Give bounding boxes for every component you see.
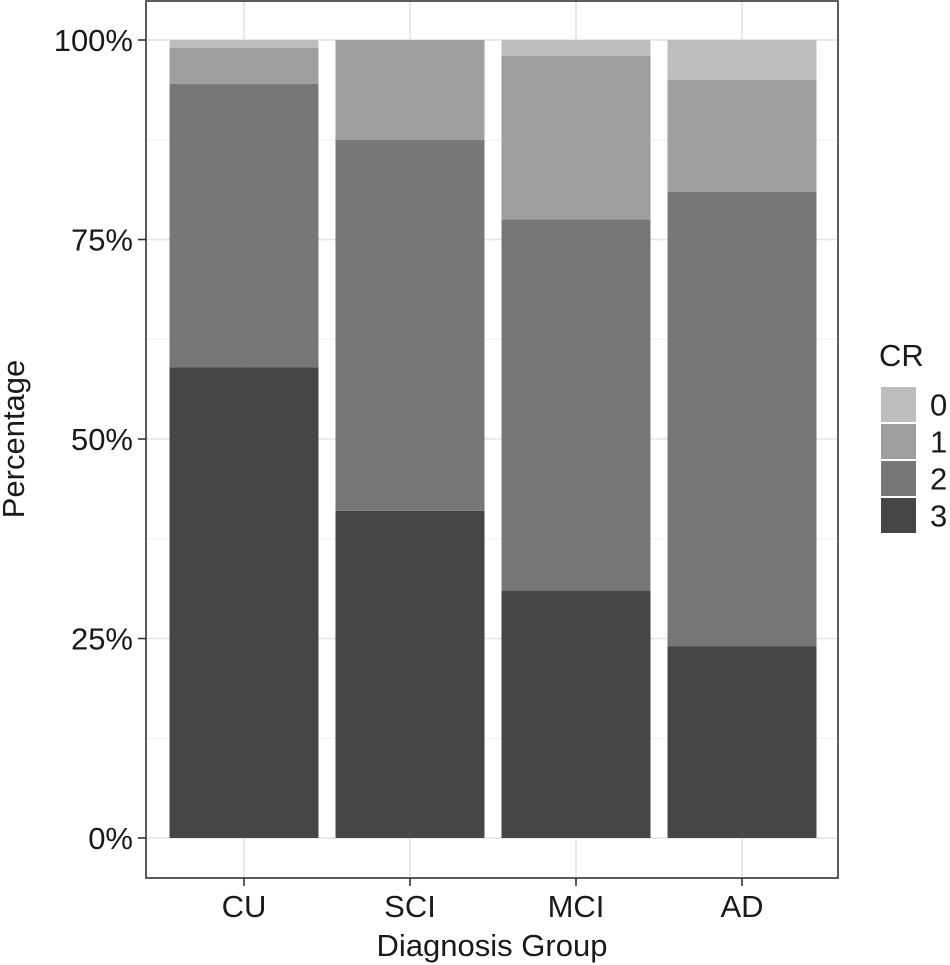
x-tick-label: SCI (384, 889, 436, 924)
legend-title: CR (879, 338, 924, 373)
bar-mci-cr-2 (501, 219, 651, 591)
bars (169, 40, 817, 838)
bar-cu-cr-3 (169, 367, 319, 838)
x-tick-label: CU (222, 889, 267, 924)
bar-mci-cr-3 (501, 590, 651, 838)
y-tick-label: 75% (71, 223, 133, 258)
bar-sci-cr-1 (335, 40, 485, 140)
bar-ad-cr-2 (667, 191, 817, 647)
legend-key-3 (881, 498, 916, 533)
bar-cu-cr-1 (169, 47, 319, 84)
legend-key-0 (881, 387, 916, 422)
bar-cu-cr-0 (169, 40, 319, 48)
bar-sci-cr-2 (335, 139, 485, 511)
x-axis-title: Diagnosis Group (377, 928, 608, 963)
y-axis-title: Percentage (0, 360, 31, 519)
y-tick-label: 0% (88, 821, 133, 856)
x-tick-label: MCI (548, 889, 605, 924)
y-axis: 0% 25% 50% 75% 100% (54, 23, 146, 856)
bar-sci-cr-3 (335, 510, 485, 838)
bar-cu-cr-2 (169, 83, 319, 368)
legend-key-1 (881, 424, 916, 459)
legend-label: 1 (930, 425, 947, 460)
legend-label: 3 (930, 499, 947, 534)
y-tick-label: 50% (71, 422, 133, 457)
bar-ad-cr-0 (667, 40, 817, 80)
x-tick-label: AD (720, 889, 763, 924)
y-tick-label: 25% (71, 622, 133, 657)
legend-label: 2 (930, 462, 947, 497)
bar-ad-cr-1 (667, 79, 817, 192)
legend-key-2 (881, 461, 916, 496)
y-tick-label: 100% (54, 23, 133, 58)
bar-mci-cr-0 (501, 40, 651, 56)
bar-ad-cr-3 (667, 646, 817, 838)
x-axis: CU SCI MCI AD (222, 878, 764, 924)
bar-mci-cr-1 (501, 55, 651, 220)
legend-label: 0 (930, 388, 947, 423)
